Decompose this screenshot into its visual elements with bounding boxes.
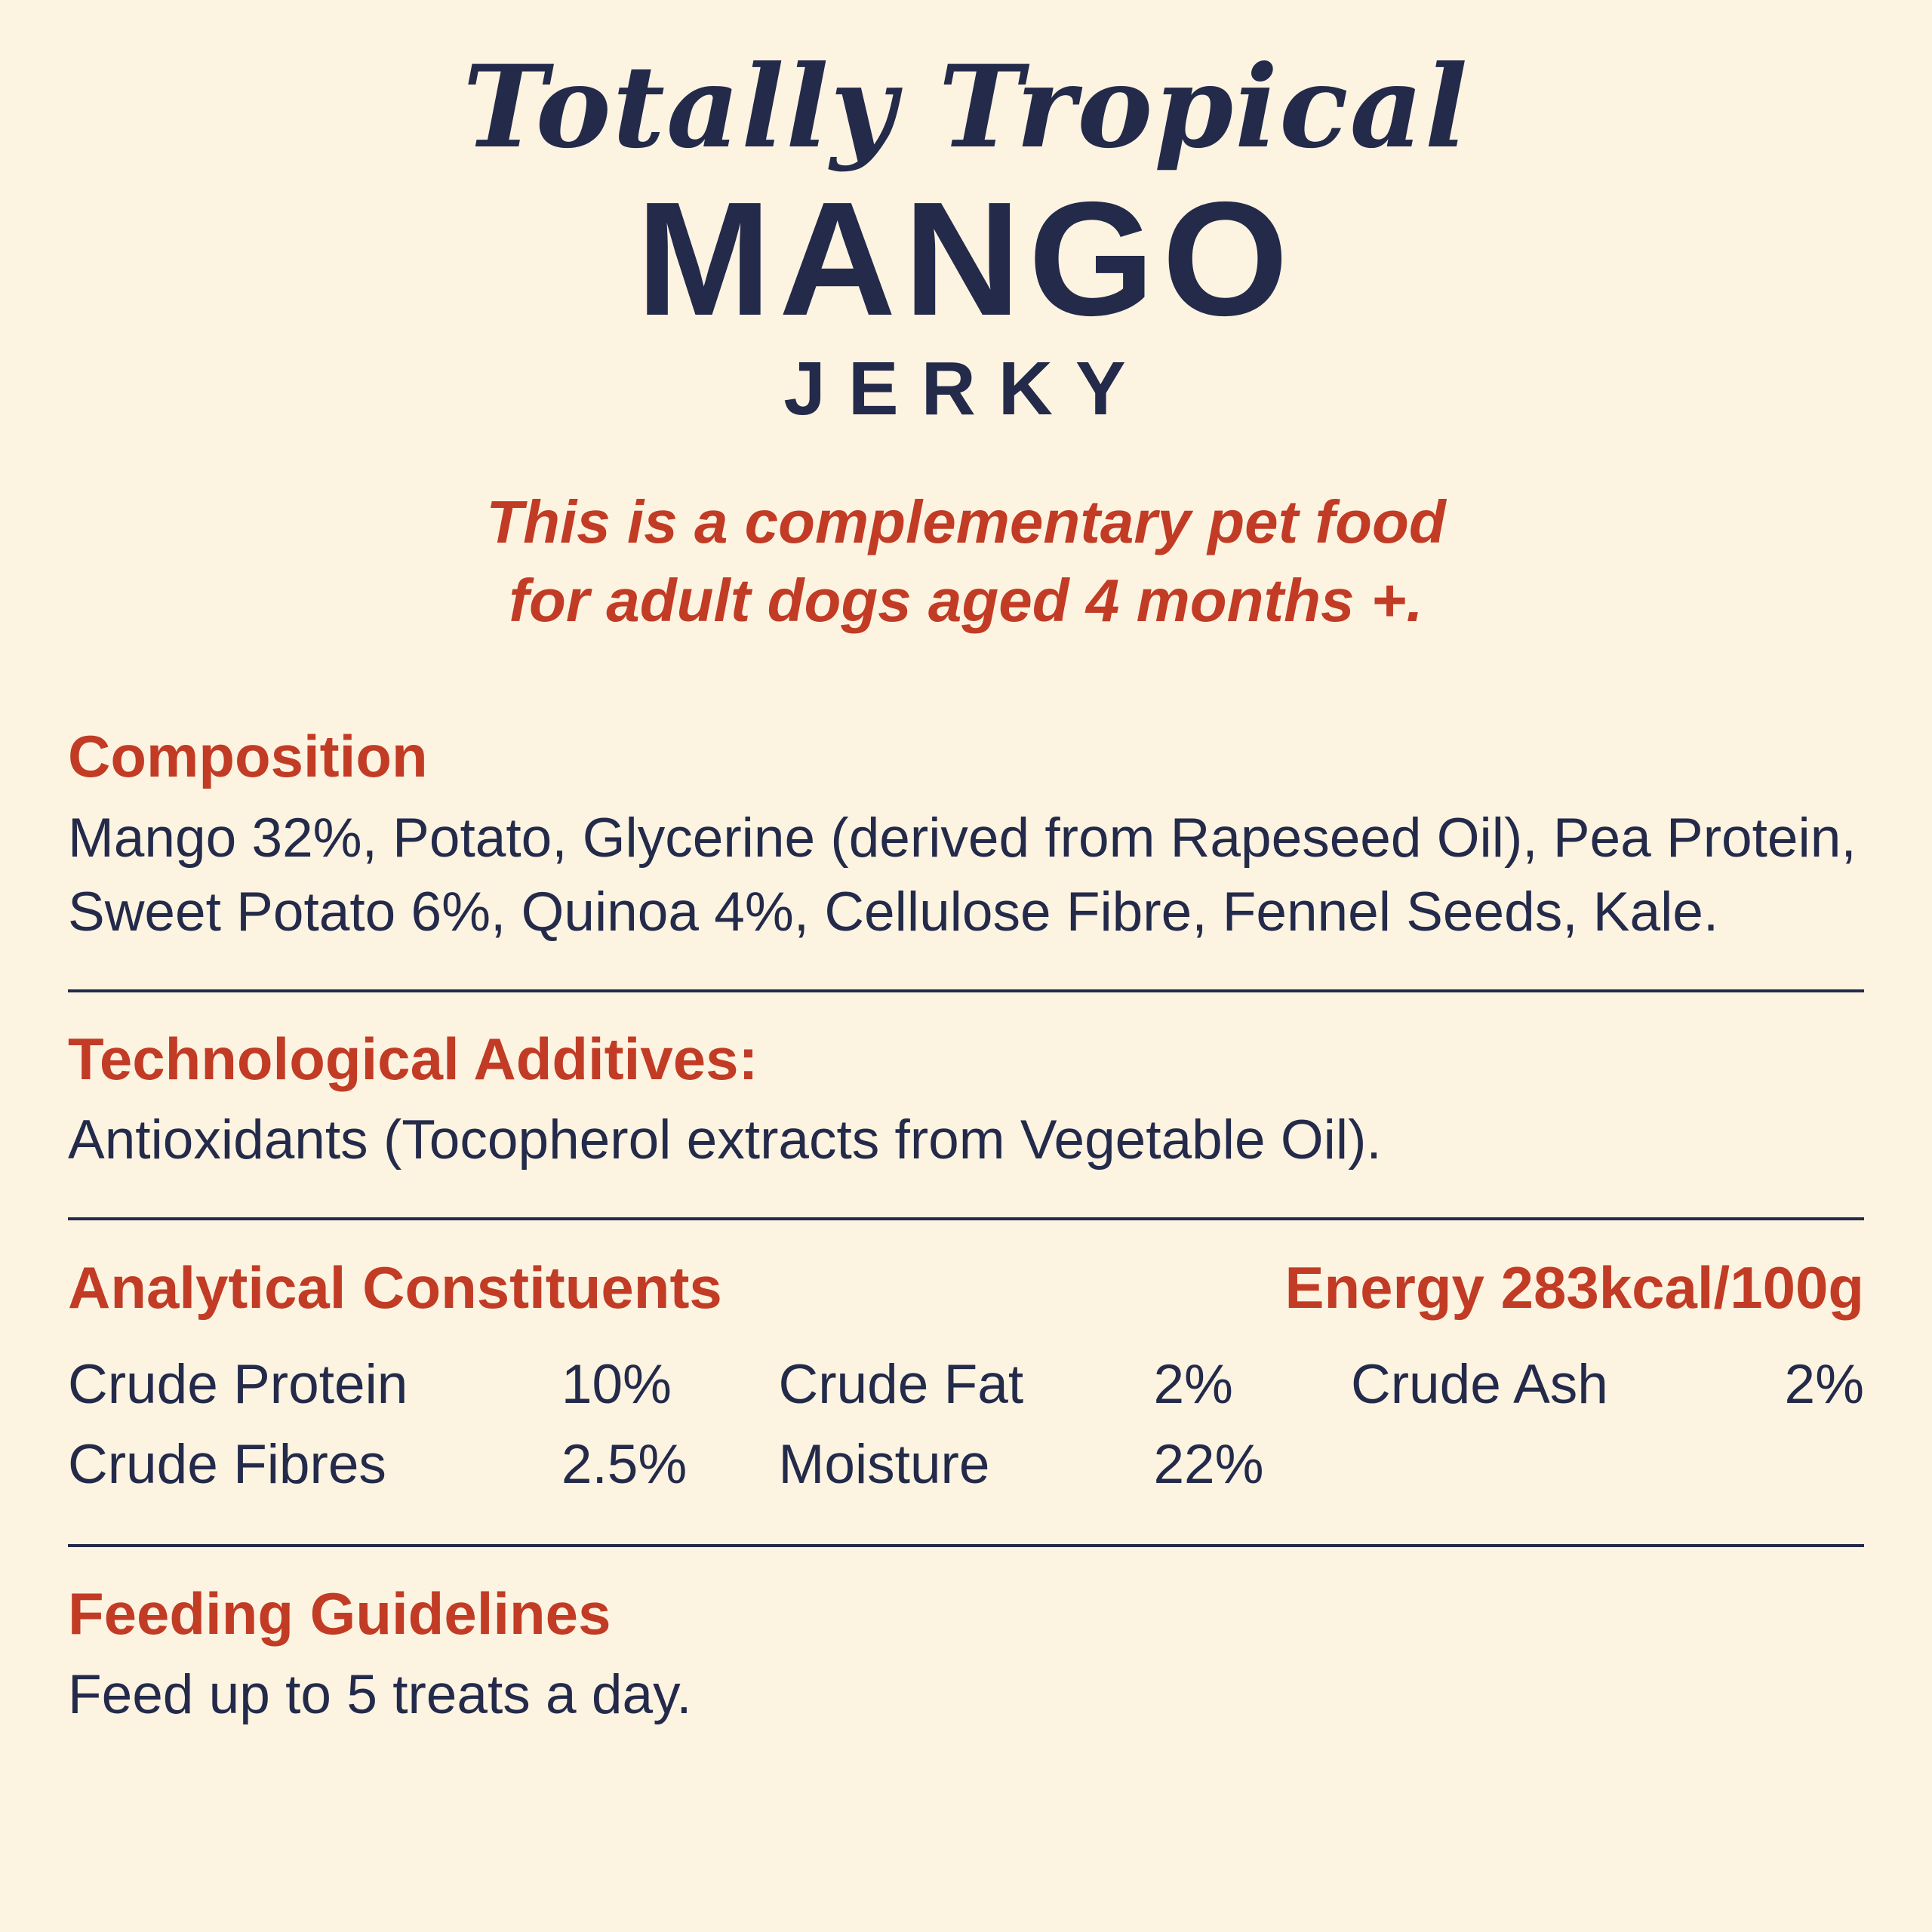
analytical-value: 2% <box>1784 1354 1864 1416</box>
tagline-line-1: This is a complementary pet food <box>486 488 1446 555</box>
analytical-label: Crude Ash <box>1351 1354 1608 1416</box>
analytical-label: Crude Fibres <box>68 1433 386 1495</box>
tagline-line-2: for adult dogs aged 4 months +. <box>509 567 1423 634</box>
divider <box>68 1543 1864 1547</box>
label-sections: Composition Mango 32%, Potato, Glycerine… <box>68 723 1864 1733</box>
additives-heading: Technological Additives: <box>68 1025 758 1092</box>
analytical-empty-cell <box>1351 1425 1726 1505</box>
composition-text: Mango 32%, Potato, Glycerine (derived fr… <box>68 807 1857 943</box>
analytical-value: 22% <box>1153 1433 1264 1495</box>
additives-text: Antioxidants (Tocopherol extracts from V… <box>68 1109 1382 1171</box>
label-header: Totally Tropical MANGO JERKY This is a c… <box>68 45 1864 640</box>
analytical-value: 10% <box>561 1354 672 1416</box>
complementary-food-tagline: This is a complementary pet food for adu… <box>68 483 1864 640</box>
additives-section: Technological Additives: Antioxidants (T… <box>68 1026 1864 1178</box>
feeding-section: Feeding Guidelines Feed up to 5 treats a… <box>68 1580 1864 1733</box>
analytical-label: Moisture <box>778 1433 990 1495</box>
energy-value: Energy 283kcal/100g <box>1284 1254 1864 1321</box>
analytical-value: 2% <box>1153 1354 1233 1416</box>
feeding-heading: Feeding Guidelines <box>68 1580 611 1647</box>
feeding-text: Feed up to 5 treats a day. <box>68 1664 692 1726</box>
analytical-label: Crude Fat <box>778 1354 1024 1416</box>
analytical-heading: Analytical Constituents <box>68 1254 722 1321</box>
analytical-header: Analytical Constituents Energy 283kcal/1… <box>68 1254 1864 1322</box>
analytical-empty-cell <box>1726 1425 1864 1505</box>
composition-section: Composition Mango 32%, Potato, Glycerine… <box>68 723 1864 950</box>
divider <box>68 1217 1864 1221</box>
analytical-table: Crude Protein 10% Crude Fat 2% Crude Ash… <box>68 1345 1864 1505</box>
product-name: MANGO <box>635 168 1297 349</box>
brand-script-title: Totally Tropical <box>463 41 1469 174</box>
analytical-label: Crude Protein <box>68 1354 408 1416</box>
composition-heading: Composition <box>68 723 428 789</box>
product-type: JERKY <box>783 346 1149 431</box>
analytical-value: 2.5% <box>561 1433 688 1495</box>
analytical-section: Analytical Constituents Energy 283kcal/1… <box>68 1254 1864 1505</box>
divider <box>68 989 1864 992</box>
